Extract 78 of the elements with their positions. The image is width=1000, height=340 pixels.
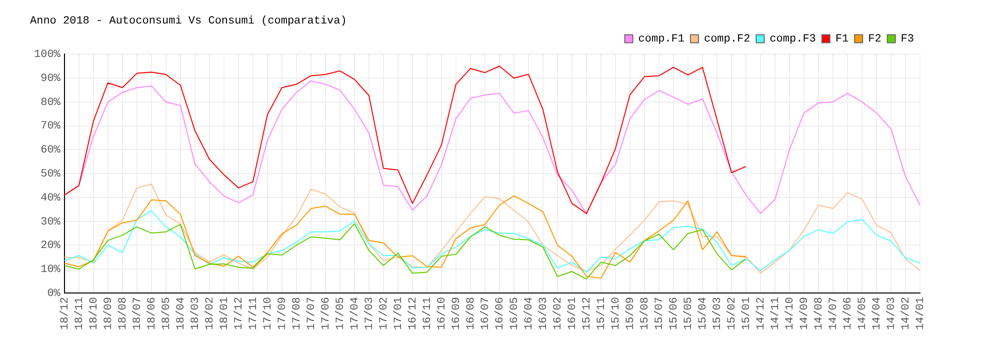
x-tick-label: 16/05 bbox=[508, 296, 521, 330]
x-tick-label: 15/09 bbox=[624, 296, 637, 330]
x-tick-label: 18/05 bbox=[160, 296, 173, 330]
legend-label: F1 bbox=[835, 34, 849, 46]
x-tick-label: 16/08 bbox=[465, 296, 478, 330]
y-tick-label: 20% bbox=[40, 240, 61, 252]
x-tick-label: 18/03 bbox=[190, 296, 202, 330]
x-tick-label: 16/10 bbox=[436, 296, 448, 330]
x-tick-label: 15/03 bbox=[712, 296, 724, 330]
x-tick-label: 15/04 bbox=[697, 296, 710, 330]
x-tick-label: 17/08 bbox=[291, 296, 304, 330]
y-tick-label: 30% bbox=[40, 216, 61, 228]
y-tick-label: 90% bbox=[40, 72, 61, 85]
x-tick-label: 17/09 bbox=[276, 296, 289, 330]
x-tick-label: 18/12 bbox=[59, 296, 72, 330]
x-tick-label: 17/02 bbox=[378, 296, 390, 330]
x-tick-label: 16/11 bbox=[422, 296, 434, 330]
x-tick-label: 14/09 bbox=[798, 296, 811, 330]
x-tick-label: 14/08 bbox=[813, 296, 826, 330]
y-tick-label: 0% bbox=[47, 288, 61, 300]
x-tick-label: 16/09 bbox=[450, 296, 463, 330]
x-tick-label: 14/05 bbox=[856, 296, 869, 330]
y-tick-label: 10% bbox=[40, 264, 61, 276]
x-tick-label: 18/06 bbox=[146, 296, 158, 330]
x-tick-label: 17/10 bbox=[262, 296, 274, 330]
x-tick-label: 14/11 bbox=[770, 296, 782, 330]
x-tick-label: 17/07 bbox=[306, 296, 318, 330]
x-tick-label: 17/05 bbox=[334, 296, 347, 330]
x-tick-label: 17/06 bbox=[320, 296, 332, 330]
x-tick-label: 17/01 bbox=[392, 296, 405, 330]
x-tick-label: 18/07 bbox=[132, 296, 144, 330]
legend-label: F3 bbox=[900, 34, 914, 46]
y-tick-label: 70% bbox=[40, 120, 61, 133]
x-tick-label: 17/03 bbox=[364, 296, 376, 330]
x-tick-label: 14/01 bbox=[914, 296, 927, 330]
x-tick-label: 14/10 bbox=[784, 296, 796, 330]
x-tick-label: 16/03 bbox=[538, 296, 550, 330]
x-tick-label: 14/12 bbox=[755, 296, 768, 330]
legend-label: F2 bbox=[868, 34, 882, 46]
x-tick-label: 15/12 bbox=[581, 296, 594, 330]
legend-label: comp.F2 bbox=[704, 34, 750, 46]
x-tick-label: 16/07 bbox=[480, 296, 492, 330]
x-tick-label: 17/11 bbox=[248, 296, 260, 330]
x-tick-label: 14/03 bbox=[886, 296, 898, 330]
x-tick-label: 16/02 bbox=[552, 296, 564, 330]
x-tick-label: 15/06 bbox=[668, 296, 680, 330]
x-tick-label: 14/04 bbox=[871, 296, 884, 330]
y-tick-label: 40% bbox=[40, 192, 61, 204]
x-tick-label: 18/10 bbox=[88, 296, 100, 330]
x-tick-label: 14/02 bbox=[900, 296, 912, 330]
legend-label: comp.F1 bbox=[638, 34, 685, 46]
y-tick-label: 50% bbox=[40, 168, 61, 181]
x-tick-label: 15/07 bbox=[654, 296, 666, 330]
x-tick-label: 18/08 bbox=[117, 296, 130, 330]
x-tick-label: 16/06 bbox=[494, 296, 506, 330]
x-tick-label: 16/01 bbox=[566, 296, 579, 330]
legend-label: comp.F3 bbox=[770, 34, 816, 46]
x-tick-label: 15/01 bbox=[740, 296, 753, 330]
y-tick-label: 80% bbox=[40, 96, 61, 109]
y-tick-label: 60% bbox=[40, 144, 61, 157]
x-tick-label: 17/12 bbox=[233, 296, 246, 330]
x-tick-label: 15/02 bbox=[726, 296, 738, 330]
x-tick-label: 17/04 bbox=[349, 296, 362, 330]
x-tick-label: 14/06 bbox=[842, 296, 854, 330]
x-tick-label: 18/04 bbox=[175, 296, 188, 330]
x-tick-label: 15/05 bbox=[682, 296, 695, 330]
chart-title: Anno 2018 - Autoconsumi Vs Consumi (comparativa) bbox=[30, 16, 347, 28]
y-tick-label: 100% bbox=[34, 49, 61, 62]
x-tick-label: 16/04 bbox=[523, 296, 536, 330]
x-tick-label: 18/11 bbox=[74, 296, 86, 330]
x-tick-label: 18/02 bbox=[204, 296, 216, 330]
x-tick-label: 14/07 bbox=[828, 296, 840, 330]
x-tick-label: 16/12 bbox=[407, 296, 420, 330]
x-tick-label: 18/01 bbox=[218, 296, 231, 330]
x-tick-label: 15/10 bbox=[610, 296, 622, 330]
x-tick-label: 15/11 bbox=[596, 296, 608, 330]
x-tick-label: 15/08 bbox=[639, 296, 652, 330]
x-tick-label: 18/09 bbox=[102, 296, 115, 330]
